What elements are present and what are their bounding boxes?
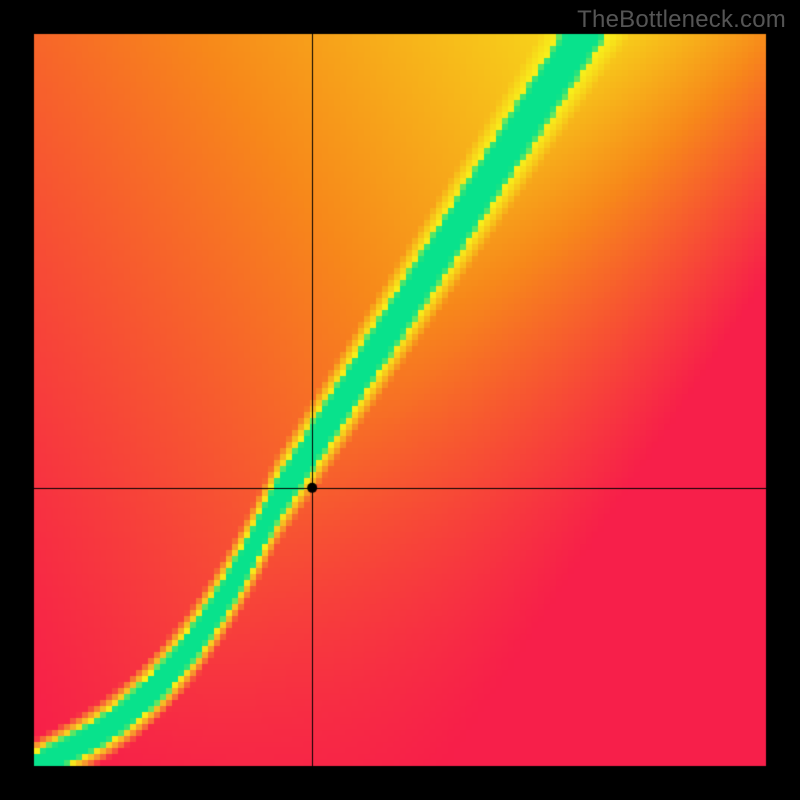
heatmap-canvas <box>0 0 800 800</box>
watermark-label: TheBottleneck.com <box>577 6 786 34</box>
chart-container: TheBottleneck.com <box>0 0 800 800</box>
